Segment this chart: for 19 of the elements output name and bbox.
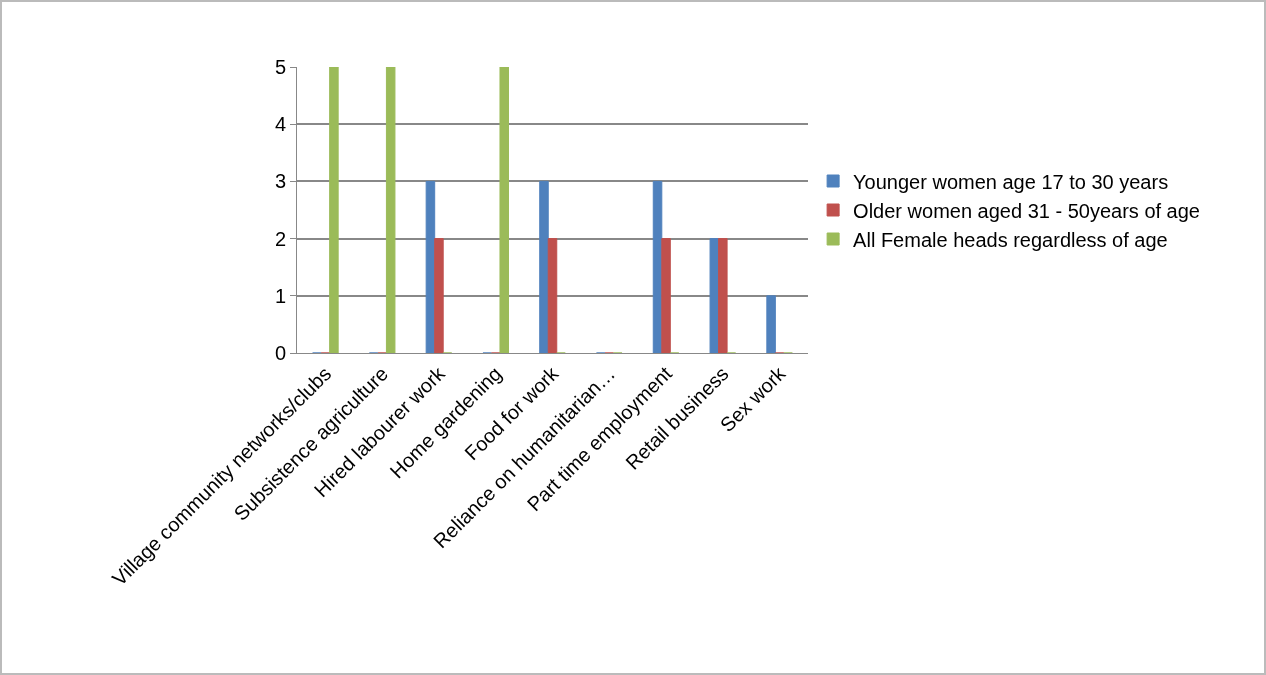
bar — [539, 180, 549, 353]
bar — [547, 238, 558, 353]
y-tick-label: 3 — [274, 170, 286, 193]
y-tick-label: 1 — [274, 284, 286, 307]
bar — [329, 67, 339, 353]
bar — [499, 67, 509, 353]
bar — [385, 67, 396, 353]
y-tick-label: 2 — [274, 227, 286, 250]
legend-label: Older women aged 31 - 50years of age — [853, 199, 1200, 222]
legend-label: All Female heads regardless of age — [853, 228, 1168, 251]
bar — [434, 238, 444, 353]
y-tick-label: 0 — [274, 342, 286, 364]
y-tick-label: 4 — [274, 113, 286, 136]
bar — [766, 295, 776, 353]
legend-label: Younger women age 17 to 30 years — [853, 170, 1169, 193]
bar — [661, 238, 671, 353]
y-tick-label: 5 — [274, 56, 286, 78]
bar — [709, 238, 720, 353]
bar — [718, 238, 728, 353]
